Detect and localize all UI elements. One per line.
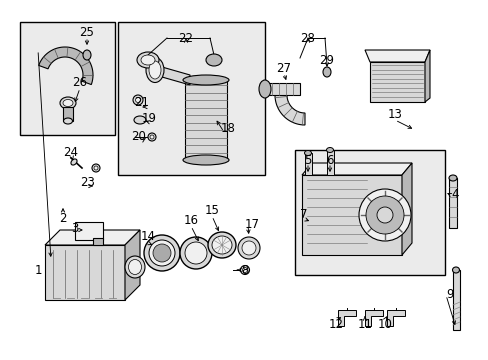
Polygon shape (274, 95, 305, 125)
Ellipse shape (448, 175, 456, 181)
Text: 9: 9 (446, 288, 453, 302)
Text: 8: 8 (241, 264, 248, 276)
Ellipse shape (71, 159, 77, 165)
Ellipse shape (183, 155, 228, 165)
Ellipse shape (63, 99, 73, 107)
Ellipse shape (326, 148, 333, 153)
Ellipse shape (207, 232, 236, 258)
Ellipse shape (133, 95, 142, 105)
Ellipse shape (143, 235, 180, 271)
Ellipse shape (128, 260, 141, 274)
Bar (75, 222, 103, 240)
Text: 24: 24 (63, 145, 79, 158)
Text: 28: 28 (300, 31, 315, 45)
Bar (305, 153, 311, 175)
Ellipse shape (134, 116, 146, 124)
Text: 5: 5 (304, 153, 311, 166)
Bar (452, 270, 459, 330)
Ellipse shape (137, 52, 159, 68)
Text: 6: 6 (325, 153, 333, 166)
Text: 18: 18 (220, 122, 235, 135)
Text: 11: 11 (357, 319, 372, 332)
Text: 25: 25 (80, 26, 94, 39)
Text: 3: 3 (71, 221, 79, 234)
Bar (93, 238, 103, 245)
Text: 12: 12 (328, 319, 343, 332)
Ellipse shape (323, 67, 330, 77)
Ellipse shape (358, 189, 410, 241)
Ellipse shape (60, 97, 76, 109)
Ellipse shape (135, 98, 140, 103)
Polygon shape (337, 310, 355, 326)
Ellipse shape (150, 135, 154, 139)
Ellipse shape (238, 237, 260, 259)
Ellipse shape (83, 50, 91, 60)
Ellipse shape (146, 58, 163, 82)
Bar (369, 62, 424, 102)
Ellipse shape (212, 236, 231, 254)
Bar (264, 83, 299, 95)
Ellipse shape (141, 55, 155, 65)
Polygon shape (386, 310, 404, 326)
Text: 22: 22 (178, 31, 193, 45)
Text: 10: 10 (377, 319, 392, 332)
Bar (294, 150, 444, 275)
Ellipse shape (451, 267, 459, 273)
Ellipse shape (240, 266, 249, 274)
Polygon shape (39, 47, 93, 85)
Ellipse shape (205, 54, 222, 66)
Text: 17: 17 (244, 219, 259, 231)
Ellipse shape (184, 242, 206, 264)
Text: 19: 19 (141, 112, 156, 125)
Ellipse shape (153, 244, 171, 262)
Text: 13: 13 (387, 108, 402, 122)
Polygon shape (302, 163, 411, 175)
Text: 4: 4 (450, 189, 458, 202)
Text: 2: 2 (59, 211, 67, 225)
Polygon shape (364, 50, 429, 62)
Text: 20: 20 (131, 130, 146, 144)
Ellipse shape (94, 166, 98, 170)
Text: 15: 15 (204, 203, 219, 216)
Ellipse shape (304, 150, 311, 156)
Bar (20, 22, 115, 135)
Ellipse shape (63, 118, 72, 124)
Ellipse shape (180, 237, 212, 269)
Polygon shape (364, 310, 382, 326)
Text: 7: 7 (300, 208, 307, 221)
Text: 23: 23 (81, 175, 95, 189)
Text: 16: 16 (183, 213, 198, 226)
Text: 1: 1 (34, 264, 41, 276)
Ellipse shape (149, 240, 175, 266)
Bar (448, 178, 456, 228)
Text: 26: 26 (72, 77, 87, 90)
Text: 14: 14 (140, 230, 155, 243)
Polygon shape (401, 163, 411, 255)
Ellipse shape (259, 80, 270, 98)
Polygon shape (155, 65, 190, 85)
Polygon shape (125, 230, 140, 300)
Text: 29: 29 (319, 54, 334, 67)
Ellipse shape (365, 196, 403, 234)
Bar (45, 245, 125, 300)
Bar (326, 150, 333, 175)
Ellipse shape (125, 256, 145, 278)
Ellipse shape (92, 164, 100, 172)
Ellipse shape (148, 133, 156, 141)
Ellipse shape (242, 241, 256, 255)
Text: 27: 27 (276, 62, 291, 75)
Ellipse shape (242, 267, 247, 273)
Polygon shape (424, 50, 429, 102)
Bar (302, 175, 401, 255)
Text: 21: 21 (134, 96, 149, 109)
Bar (184, 80, 226, 160)
Bar (118, 22, 264, 175)
Bar (63, 107, 73, 121)
Ellipse shape (376, 207, 392, 223)
Polygon shape (45, 230, 140, 245)
Ellipse shape (183, 75, 228, 85)
Ellipse shape (149, 61, 161, 79)
